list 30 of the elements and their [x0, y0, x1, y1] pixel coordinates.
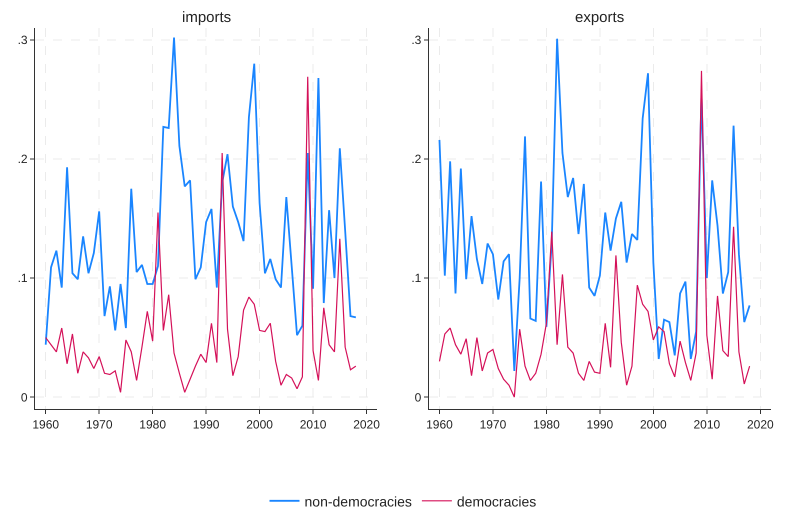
- legend-label: non-democracies: [304, 493, 412, 510]
- line-series: [438, 38, 751, 372]
- y-tick-label: .2: [411, 152, 422, 166]
- x-tick-label: 1970: [480, 417, 507, 432]
- x-tick-label: 2000: [640, 417, 668, 432]
- x-tick-label: 2000: [246, 417, 274, 432]
- y-tick-label: .1: [411, 271, 422, 286]
- line-series: [438, 70, 750, 398]
- x-tick-label: 1990: [192, 417, 220, 432]
- y-tick-label: .3: [18, 33, 28, 48]
- x-tick-label: 2020: [353, 417, 380, 432]
- x-tick-label: 1970: [86, 417, 113, 432]
- x-tick-label: 2020: [746, 417, 774, 432]
- line-series: [44, 36, 357, 346]
- x-tick-label: 2010: [300, 417, 327, 432]
- y-tick-label: 0: [414, 390, 422, 404]
- x-tick-label: 1960: [32, 417, 60, 432]
- x-tick-label: 1960: [426, 417, 454, 432]
- y-tick-label: .2: [18, 152, 28, 166]
- legend-label: democracies: [456, 493, 536, 510]
- x-tick-label: 1980: [533, 417, 560, 432]
- line-series: [45, 76, 356, 393]
- x-tick-label: 1980: [139, 417, 166, 432]
- chart-title: imports: [182, 9, 232, 26]
- y-tick-label: .1: [18, 271, 28, 286]
- y-tick-label: .3: [411, 33, 422, 48]
- x-tick-label: 1990: [586, 417, 614, 432]
- chart-title: exports: [575, 9, 624, 26]
- x-tick-label: 2010: [693, 417, 720, 432]
- y-tick-label: 0: [20, 390, 28, 404]
